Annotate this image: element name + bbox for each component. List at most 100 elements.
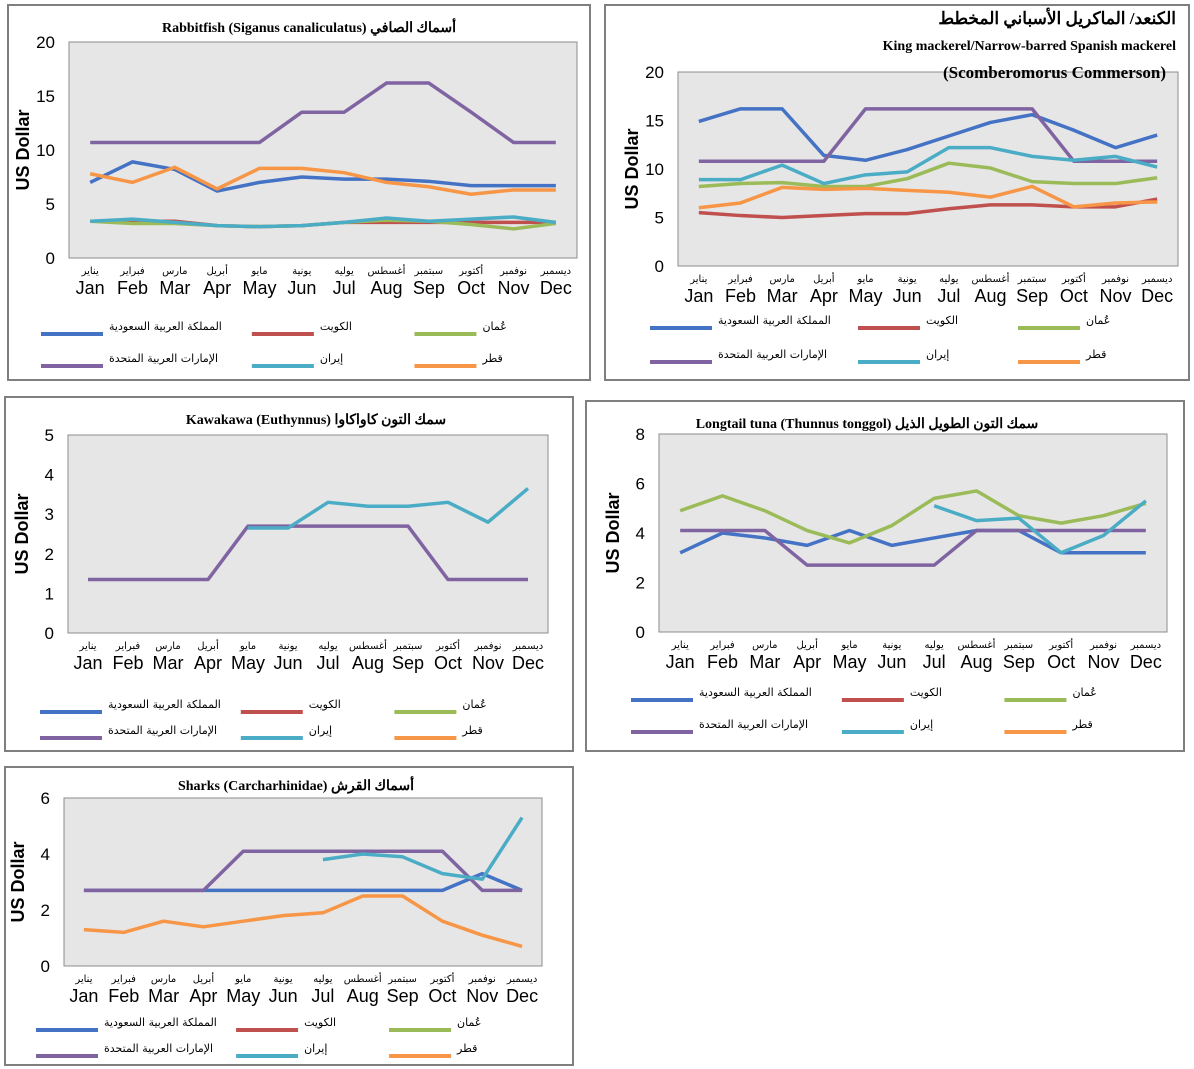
plot-area (658, 433, 1168, 633)
chart-title: الكنعد/ الماكريل الأسباني المخطط (938, 7, 1176, 29)
x-tick-label-ar: مايو (234, 974, 251, 985)
x-tick-label: Jul (316, 653, 339, 673)
series-line-saudi (679, 528, 1146, 555)
x-tick-label-ar: فبراير (111, 974, 137, 985)
x-tick-label: Nov (1099, 286, 1131, 306)
x-tick-label: Mar (749, 652, 780, 672)
x-tick-label: Sep (1016, 286, 1048, 306)
x-tick-label: Jun (287, 278, 316, 298)
series-line-qatar (698, 184, 1158, 210)
chart-title: Kawakawa (Euthynnus) سمك التون كاواكاوا (186, 412, 446, 428)
plot-area (677, 71, 1179, 267)
x-tick-label-ar: نوفمبر (1089, 640, 1117, 651)
y-tick-label: 0 (655, 257, 664, 276)
x-tick-label: Aug (974, 286, 1006, 306)
x-tick-label-ar: يوليه (334, 266, 354, 277)
x-tick-label: Oct (1060, 286, 1088, 306)
chart-panel-rabbitfish: Rabbitfish (Siganus canaliculatus) أسماك… (7, 4, 591, 381)
legend-label-oman: عُمان (1086, 314, 1110, 327)
chart-svg-kawakawa: Kawakawa (Euthynnus) سمك التون كاواكاوا 0… (12, 412, 549, 740)
x-tick-label: Nov (1087, 652, 1119, 672)
x-tick-label-ar: يوليه (939, 274, 959, 285)
x-tick-label-ar: يونية (882, 640, 901, 651)
x-tick-label: Jan (666, 652, 695, 672)
series-line-uae (83, 849, 523, 893)
legend-label-saudi: المملكة العربية السعودية (108, 698, 221, 711)
y-axis-label: US Dollar (622, 128, 642, 209)
x-tick-label: Oct (428, 986, 456, 1006)
x-tick-label-ar: أغسطس (344, 972, 382, 985)
chart-title: Longtail tuna (Thunnus tonggol) سمك التو… (696, 417, 1039, 432)
x-tick-label-ar: أغسطس (349, 639, 387, 652)
x-tick-label-ar: مارس (155, 641, 180, 652)
x-tick-label-ar: يونية (898, 274, 917, 285)
x-tick-label-ar: ديسمبر (1130, 640, 1161, 651)
x-tick-label: Aug (960, 652, 992, 672)
y-tick-label: 15 (36, 87, 55, 106)
legend-label-uae: الإمارات العربية المتحدة (699, 718, 808, 731)
y-tick-label: 6 (636, 475, 645, 494)
series-line-saudi (698, 107, 1158, 163)
x-tick-label: Nov (497, 278, 529, 298)
x-tick-label-ar: أغسطس (958, 638, 996, 651)
x-tick-label: Mar (767, 286, 798, 306)
x-tick-label: Jul (937, 286, 960, 306)
series-line-oman (679, 489, 1147, 545)
x-tick-label-ar: يونية (292, 266, 311, 277)
x-tick-label: Apr (203, 278, 231, 298)
x-tick-label: Jul (311, 986, 334, 1006)
legend-label-saudi: المملكة العربية السعودية (104, 1016, 217, 1029)
legend-label-qatar: قطر (1071, 718, 1092, 731)
x-tick-label-ar: مارس (162, 266, 187, 277)
plot-area (63, 797, 543, 967)
x-tick-label: May (242, 278, 276, 298)
x-tick-label: Dec (1130, 652, 1162, 672)
y-tick-label: 0 (46, 249, 55, 268)
x-tick-label-ar: يناير (78, 641, 96, 652)
series-line-oman (698, 161, 1158, 189)
x-tick-label: Dec (1141, 286, 1173, 306)
chart-svg-sharks: Sharks (Carcharhinidae) أسماك القرش 0 2 4 6 U… (8, 775, 543, 1058)
x-tick-label-ar: أكتوبر (1061, 272, 1086, 285)
chart-title: Sharks (Carcharhinidae) أسماك القرش (178, 775, 414, 794)
x-tick-label-ar: مارس (151, 974, 176, 985)
x-tick-label-ar: أبريل (813, 272, 835, 285)
legend-label-saudi: المملكة العربية السعودية (109, 320, 222, 333)
x-tick-label: Oct (1047, 652, 1075, 672)
x-tick-label: Sep (1003, 652, 1035, 672)
x-tick-label: Dec (540, 278, 572, 298)
x-tick-label: Mar (153, 653, 184, 673)
legend-label-qatar: قطر (1085, 348, 1106, 361)
x-tick-label-ar: أكتوبر (435, 639, 460, 652)
x-tick-label: Jan (684, 286, 713, 306)
legend-label-qatar: قطر (456, 1042, 477, 1055)
x-tick-label: Aug (352, 653, 384, 673)
x-tick-label-ar: أبريل (193, 972, 215, 985)
x-tick-label-ar: ديسمبر (512, 641, 543, 652)
x-tick-label: Jan (73, 653, 102, 673)
legend-label-qatar: قطر (461, 724, 482, 737)
y-tick-label: 4 (41, 845, 50, 864)
x-tick-label-ar: فبراير (709, 640, 735, 651)
series-line-uae (88, 524, 528, 582)
x-tick-label: Jul (923, 652, 946, 672)
x-tick-label-ar: فبراير (115, 641, 141, 652)
x-tick-label: Jan (76, 278, 105, 298)
y-tick-label: 5 (45, 426, 54, 445)
x-tick-label: Feb (108, 986, 139, 1006)
y-tick-label: 1 (45, 584, 54, 603)
x-tick-label: Sep (387, 986, 419, 1006)
x-tick-label-ar: سبتمبر (1017, 274, 1047, 285)
x-tick-label-ar: سبتمبر (413, 266, 443, 277)
x-tick-label-ar: يوليه (924, 640, 944, 651)
y-tick-label: 8 (636, 425, 645, 444)
y-tick-label: 0 (636, 623, 645, 642)
x-tick-label-ar: أكتوبر (1048, 638, 1073, 651)
x-tick-label: Apr (189, 986, 217, 1006)
x-tick-label: May (832, 652, 866, 672)
legend-label-uae: الإمارات العربية المتحدة (109, 352, 218, 365)
x-tick-label: Apr (793, 652, 821, 672)
x-tick-label: Jun (273, 653, 302, 673)
x-tick-label: Dec (512, 653, 544, 673)
series-line-iran (698, 145, 1158, 186)
